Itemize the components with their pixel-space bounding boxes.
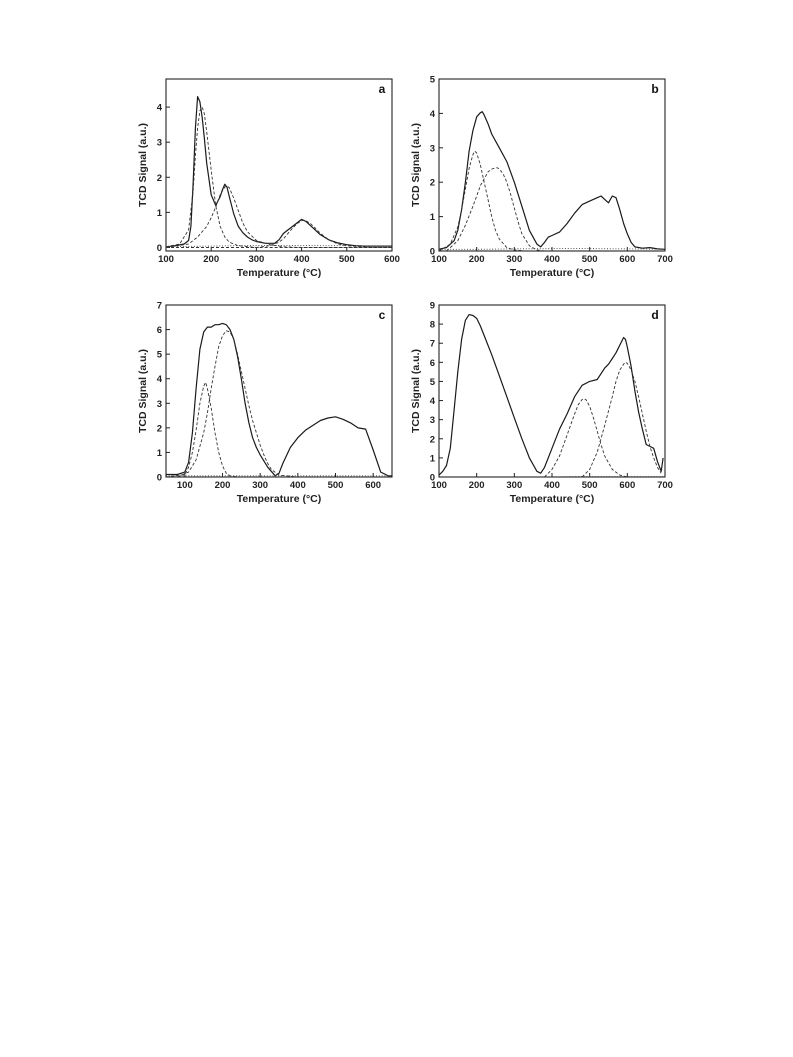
plot-frame: [438, 304, 666, 478]
x-axis-label: Temperature (°C): [510, 493, 595, 505]
y-tick-label: 4: [430, 109, 436, 120]
x-tick-label: 300: [506, 480, 522, 491]
panel-letter: b: [651, 82, 658, 96]
series-dashed-line: [544, 398, 628, 477]
y-tick-label: 6: [430, 358, 435, 369]
panel-letter: a: [379, 82, 386, 96]
y-tick-label: 3: [157, 138, 162, 149]
x-tick-label: 200: [203, 254, 219, 265]
y-tick-label: 5: [157, 350, 163, 361]
series-dotted-line: [439, 248, 665, 250]
x-tick-label: 700: [657, 254, 673, 265]
y-tick-label: 9: [430, 301, 435, 312]
y-tick-label: 4: [157, 103, 163, 114]
series-dashed-line: [166, 381, 238, 477]
x-tick-label: 300: [252, 480, 268, 491]
plot-frame: [438, 78, 666, 252]
y-tick-label: 3: [430, 415, 435, 426]
y-tick-label: 6: [157, 325, 162, 336]
x-tick-label: 700: [657, 480, 673, 491]
panel-letter: d: [651, 308, 658, 322]
x-tick-label: 100: [158, 254, 174, 265]
x-tick-label: 100: [177, 480, 193, 491]
y-tick-label: 4: [157, 374, 163, 385]
x-tick-label: 500: [339, 254, 355, 265]
panel-c: 100 200 300 400 500 600 0 1 2 3 4 5 6 7 Temperature (°…: [137, 301, 393, 505]
series-dashed-line: [166, 106, 392, 248]
y-axis-label: TCD Signal (a.u.): [410, 123, 422, 207]
y-axis-label: TCD Signal (a.u.): [410, 349, 422, 433]
series-solid-line: [166, 95, 392, 248]
x-tick-label: 500: [582, 480, 598, 491]
y-axis-label: TCD Signal (a.u.): [137, 349, 149, 433]
y-tick-label: 1: [430, 453, 436, 464]
panel-a: 100 200 300 400 500 600 0 1 2 3 4 Temperature (°C) T…: [137, 78, 400, 279]
x-tick-label: 200: [469, 480, 485, 491]
y-tick-label: 2: [430, 178, 435, 189]
series-dashed-line: [581, 361, 662, 477]
x-axis-label: Temperature (°C): [237, 493, 322, 505]
x-tick-label: 100: [431, 254, 447, 265]
y-tick-label: 8: [430, 320, 435, 331]
y-axis-label: TCD Signal (a.u.): [137, 123, 149, 207]
y-tick-label: 1: [157, 208, 163, 219]
y-tick-label: 2: [157, 423, 162, 434]
y-tick-label: 0: [430, 247, 435, 258]
plot-frame: [165, 78, 393, 252]
x-tick-label: 400: [290, 480, 306, 491]
x-tick-label: 600: [384, 254, 400, 265]
y-tick-label: 1: [430, 212, 436, 223]
y-tick-label: 0: [430, 473, 435, 484]
plot-frame: [165, 304, 393, 478]
y-tick-label: 3: [430, 143, 435, 154]
y-tick-label: 0: [157, 473, 162, 484]
x-tick-label: 400: [544, 480, 560, 491]
x-tick-label: 300: [506, 254, 522, 265]
series-solid-line: [439, 111, 665, 250]
x-axis-label: Temperature (°C): [510, 267, 595, 279]
x-tick-label: 200: [215, 480, 231, 491]
x-tick-label: 600: [365, 480, 381, 491]
series-dashed-line: [446, 167, 545, 251]
y-tick-label: 1: [157, 448, 163, 459]
x-tick-label: 400: [294, 254, 310, 265]
x-tick-label: 500: [328, 480, 344, 491]
series-solid-line: [439, 314, 664, 476]
series-dotted-line: [166, 244, 392, 247]
y-tick-label: 2: [157, 173, 162, 184]
series-dashed-line: [439, 150, 537, 251]
y-tick-label: 2: [430, 434, 435, 445]
y-tick-label: 5: [430, 377, 436, 388]
x-axis-label: Temperature (°C): [237, 267, 322, 279]
series-dashed-line: [177, 330, 298, 477]
y-tick-label: 5: [430, 75, 436, 86]
panel-b: 100 200 300 400 500 600 700 0 1 2 3 4 5 Temperature (…: [410, 75, 673, 280]
panel-d: 100 200 300 400 500 600 700 0 1 2 3 4 5 6 7 8 9 Temperatu…: [410, 301, 673, 506]
y-tick-label: 0: [157, 243, 162, 254]
series-dashed-line: [166, 185, 392, 248]
x-tick-label: 400: [544, 254, 560, 265]
x-tick-label: 600: [619, 480, 635, 491]
y-tick-label: 4: [430, 396, 436, 407]
panel-letter: c: [379, 308, 386, 322]
series-dashed-line: [166, 219, 392, 248]
series-solid-line: [166, 322, 392, 477]
x-tick-label: 500: [582, 254, 598, 265]
x-tick-label: 200: [469, 254, 485, 265]
x-tick-label: 100: [431, 480, 447, 491]
x-tick-label: 300: [248, 254, 264, 265]
y-tick-label: 7: [157, 301, 162, 312]
y-tick-label: 3: [157, 399, 162, 410]
x-tick-label: 600: [619, 254, 635, 265]
y-tick-label: 7: [430, 339, 435, 350]
